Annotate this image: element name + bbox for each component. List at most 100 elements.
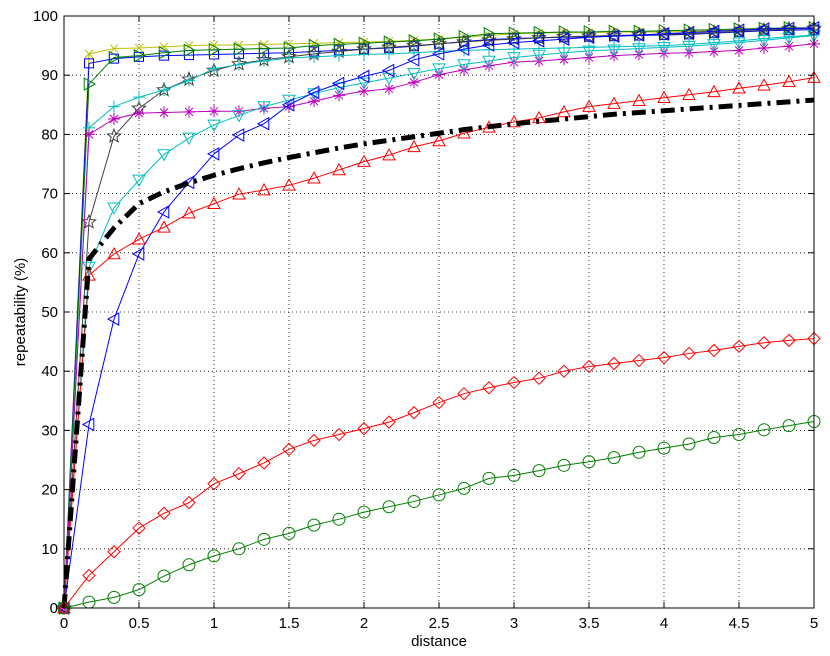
data-point-circle xyxy=(132,583,146,597)
data-point-triangle-left xyxy=(556,32,570,46)
data-point-triangle-down xyxy=(607,44,621,57)
data-point-diamond xyxy=(332,427,346,442)
data-point-triangle-right xyxy=(608,24,622,39)
data-point-asterisk xyxy=(182,105,195,118)
y-tick-label: 40 xyxy=(41,363,58,380)
series-line xyxy=(63,27,815,609)
data-point-triangle-down xyxy=(507,52,521,65)
data-point-diamond xyxy=(307,433,321,448)
series-line xyxy=(63,35,815,609)
data-point-triangle-left xyxy=(231,128,245,142)
data-point-circle xyxy=(207,549,221,563)
data-point-diamond xyxy=(257,456,271,470)
data-point-triangle-up xyxy=(457,126,471,139)
data-point-triangle-up xyxy=(782,74,796,88)
data-point-diamond xyxy=(107,545,121,559)
data-point-triangle-down xyxy=(482,55,496,69)
data-point-plus xyxy=(383,47,396,60)
data-point-plus xyxy=(133,91,145,104)
data-point-asterisk xyxy=(332,89,345,102)
series-8 xyxy=(56,20,820,615)
y-tick-label: 50 xyxy=(41,304,58,321)
data-point-diamond xyxy=(557,364,571,378)
data-point-circle xyxy=(657,441,671,455)
data-point-circle xyxy=(107,590,121,604)
data-point-circle xyxy=(782,419,796,433)
data-point-square xyxy=(84,58,95,69)
data-point-circle xyxy=(332,512,346,526)
data-point-asterisk xyxy=(133,107,145,120)
data-point-asterisk xyxy=(383,82,396,95)
series-10 xyxy=(61,97,815,609)
x-tick-label: 3.5 xyxy=(579,615,600,632)
data-point-triangle-down xyxy=(682,40,696,54)
x-tick-label: 2.5 xyxy=(429,615,450,632)
data-point-diamond xyxy=(507,375,521,390)
data-point-triangle-left xyxy=(731,23,745,38)
data-point-triangle-up xyxy=(282,178,296,191)
data-point-triangle-left xyxy=(81,417,95,432)
data-point-triangle-down xyxy=(132,174,146,188)
series-12 xyxy=(57,415,821,615)
data-point-asterisk xyxy=(208,105,220,118)
data-point-triangle-right xyxy=(433,32,447,46)
data-point-triangle-left xyxy=(631,28,645,42)
data-point-triangle-right xyxy=(358,36,372,51)
data-point-diamond xyxy=(657,350,671,365)
data-point-circle xyxy=(282,526,296,540)
data-point-diamond xyxy=(607,356,621,371)
data-point-plus xyxy=(482,43,495,56)
data-point-circle xyxy=(507,468,521,482)
grid xyxy=(64,16,814,608)
data-point-triangle-down xyxy=(107,202,121,215)
y-tick-label: 20 xyxy=(41,482,58,499)
data-point-circle xyxy=(457,481,471,495)
data-point-asterisk xyxy=(782,40,795,53)
data-point-triangle-left xyxy=(606,29,620,43)
data-point-triangle-left xyxy=(381,63,395,78)
data-point-triangle-down xyxy=(632,43,646,56)
data-point-asterisk xyxy=(233,105,246,118)
data-point-asterisk xyxy=(733,44,745,57)
data-point-triangle-up xyxy=(707,84,721,98)
data-point-plus xyxy=(283,52,295,65)
data-point-diamond xyxy=(132,521,146,535)
data-point-triangle-left xyxy=(331,76,345,91)
data-point-diamond xyxy=(632,353,646,368)
data-point-triangle-left xyxy=(156,205,170,219)
x-tick-label: 1.5 xyxy=(279,615,300,632)
data-point-diamond xyxy=(782,333,796,348)
data-point-triangle-right xyxy=(133,48,147,63)
series-5 xyxy=(58,28,820,614)
data-point-triangle-up xyxy=(407,139,421,153)
data-point-x xyxy=(109,44,119,53)
data-point-triangle-left xyxy=(481,38,495,52)
data-point-triangle-right xyxy=(233,42,247,57)
data-point-circle xyxy=(757,423,771,437)
data-point-circle xyxy=(632,445,646,459)
data-point-triangle-down xyxy=(732,37,746,50)
data-point-plus xyxy=(257,54,270,67)
data-point-star xyxy=(481,31,497,48)
data-point-diamond xyxy=(757,336,771,350)
data-point-triangle-left xyxy=(431,47,445,61)
data-point-triangle-right xyxy=(508,26,522,41)
data-point-diamond xyxy=(582,359,596,374)
series-line xyxy=(63,27,814,609)
data-point-triangle-up xyxy=(357,154,371,167)
data-point-triangle-up xyxy=(182,206,196,219)
data-point-triangle-up xyxy=(232,187,246,200)
data-point-triangle-up xyxy=(607,96,621,109)
data-point-diamond xyxy=(732,339,746,354)
data-point-triangle-down xyxy=(657,42,671,55)
data-point-triangle-left xyxy=(206,147,220,161)
data-point-triangle-left xyxy=(406,52,420,67)
data-point-triangle-up xyxy=(432,133,446,147)
data-point-triangle-left xyxy=(531,34,545,48)
data-point-triangle-down xyxy=(232,110,246,123)
data-point-triangle-down xyxy=(257,101,271,114)
data-point-triangle-left xyxy=(706,24,720,39)
data-point-diamond xyxy=(407,405,421,420)
data-point-circle xyxy=(382,500,396,514)
data-point-triangle-up xyxy=(157,220,171,233)
